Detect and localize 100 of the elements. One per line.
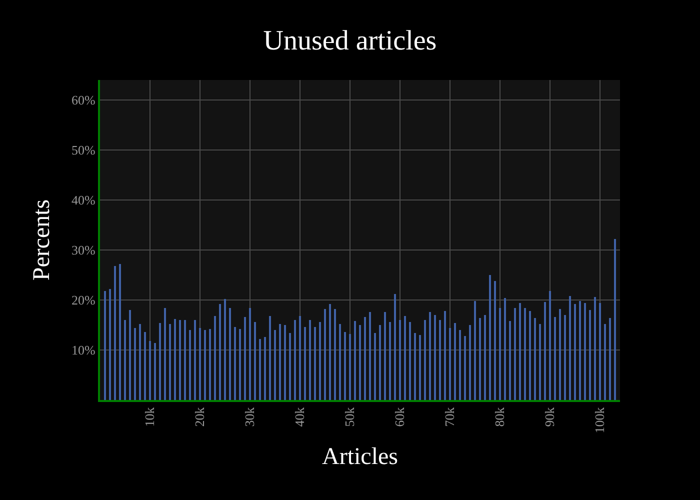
bar — [269, 316, 271, 400]
bar — [579, 301, 581, 400]
bar — [154, 343, 156, 400]
bar — [244, 317, 246, 400]
x-tick-label: 50k — [342, 406, 358, 427]
x-tick-label: 80k — [492, 406, 508, 427]
bar — [544, 302, 546, 400]
bar — [394, 294, 396, 400]
bar — [504, 298, 506, 400]
bar — [559, 309, 561, 400]
bar — [169, 324, 171, 400]
bar — [304, 327, 306, 400]
y-tick-label: 30% — [72, 242, 96, 258]
bar — [454, 323, 456, 400]
bar — [609, 318, 611, 400]
bar — [274, 330, 276, 400]
bar — [234, 327, 236, 400]
bar — [389, 322, 391, 400]
bar — [319, 322, 321, 400]
bar — [204, 330, 206, 400]
bar — [584, 303, 586, 400]
x-tick-label: 100k — [592, 406, 608, 434]
y-axis-title: Percents — [29, 199, 56, 281]
chart-title: Unused articles — [263, 26, 437, 57]
bar — [514, 308, 516, 400]
bar — [309, 320, 311, 400]
bar — [489, 275, 491, 400]
bar — [349, 334, 351, 400]
bar — [419, 335, 421, 400]
bar — [109, 289, 111, 400]
y-tick-label: 40% — [72, 192, 96, 208]
bar — [329, 304, 331, 400]
bar — [469, 325, 471, 400]
bar — [444, 311, 446, 400]
bar — [379, 325, 381, 400]
bar — [464, 336, 466, 400]
bar — [259, 339, 261, 400]
bar — [424, 320, 426, 400]
bar — [299, 316, 301, 400]
bar — [614, 239, 616, 400]
bar — [114, 266, 116, 400]
bar — [384, 312, 386, 400]
bar — [574, 304, 576, 400]
bar — [314, 327, 316, 400]
bar — [359, 325, 361, 400]
bar — [519, 303, 521, 400]
bar — [429, 312, 431, 400]
bar — [484, 315, 486, 400]
bar — [189, 330, 191, 400]
bar — [434, 315, 436, 400]
bar — [494, 281, 496, 400]
bar — [449, 328, 451, 400]
bar — [374, 333, 376, 400]
bar — [399, 320, 401, 400]
bar — [239, 329, 241, 400]
bar — [369, 312, 371, 400]
x-tick-label: 60k — [392, 406, 408, 427]
bar — [119, 264, 121, 400]
bar — [334, 309, 336, 400]
bar — [534, 318, 536, 400]
bar — [569, 296, 571, 400]
bar — [264, 337, 266, 400]
y-tick-label: 50% — [72, 142, 96, 158]
bar — [159, 323, 161, 400]
x-tick-label: 10k — [142, 406, 158, 427]
bar — [209, 329, 211, 400]
bar — [279, 324, 281, 400]
bar — [124, 320, 126, 400]
bar — [474, 301, 476, 400]
bar — [589, 310, 591, 400]
bar — [414, 333, 416, 400]
bar — [249, 308, 251, 400]
bar — [174, 319, 176, 400]
bar — [539, 324, 541, 400]
bar — [164, 308, 166, 400]
bar — [194, 320, 196, 400]
bar — [554, 317, 556, 400]
bar — [339, 324, 341, 400]
bar — [184, 320, 186, 400]
bar — [344, 332, 346, 400]
x-axis-title: Articles — [322, 444, 398, 470]
bar — [524, 308, 526, 400]
bar — [284, 325, 286, 400]
bar — [599, 303, 601, 400]
bar — [479, 318, 481, 400]
bar — [324, 309, 326, 400]
bar — [354, 321, 356, 400]
bar — [179, 320, 181, 400]
bar — [404, 316, 406, 400]
bar — [499, 308, 501, 400]
y-tick-label: 60% — [72, 92, 96, 108]
bar — [224, 299, 226, 400]
x-tick-label: 40k — [292, 406, 308, 427]
bar — [104, 291, 106, 400]
bar — [129, 310, 131, 400]
bar — [529, 311, 531, 400]
y-tick-label: 20% — [72, 292, 96, 308]
x-tick-label: 70k — [442, 406, 458, 427]
bar — [409, 322, 411, 400]
bar — [594, 297, 596, 400]
